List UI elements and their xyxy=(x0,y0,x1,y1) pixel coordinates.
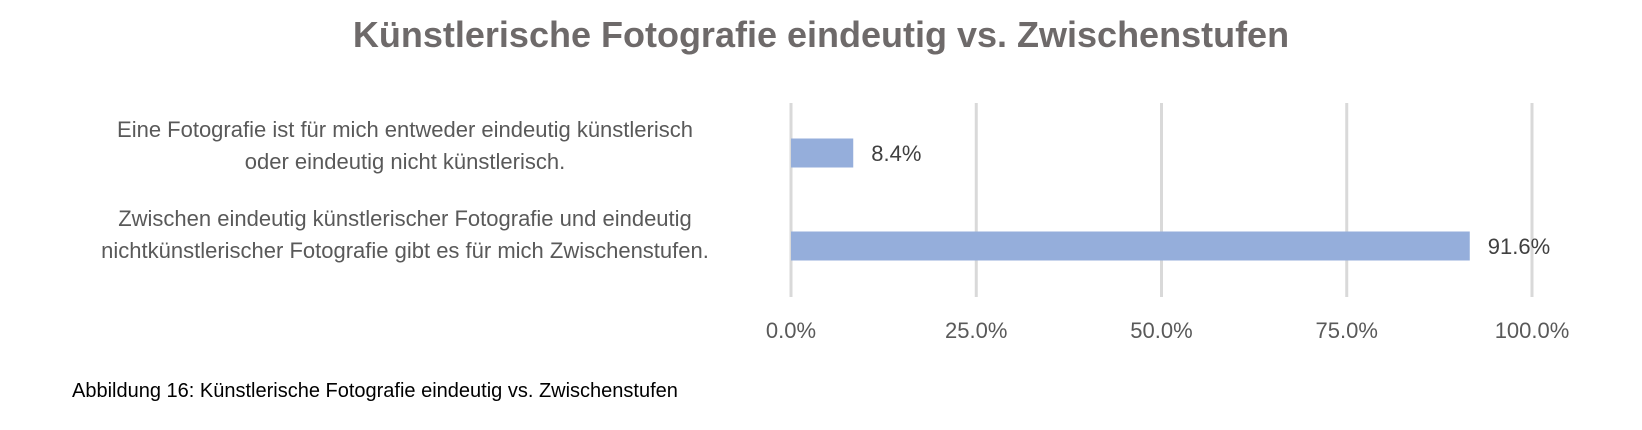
x-tick-label-0: 0.0% xyxy=(766,318,816,343)
x-tick-label-4: 100.0% xyxy=(1495,318,1570,343)
data-label-2: 91.6% xyxy=(1488,234,1550,259)
category-label-1: Eine Fotografie ist für mich entweder ei… xyxy=(40,114,770,178)
figure-caption: Abbildung 16: Künstlerische Fotografie e… xyxy=(72,380,678,402)
category-label-2-line-2: nichtkünstlerischer Fotografie gibt es f… xyxy=(101,238,709,263)
x-axis-ticks: 0.0% 25.0% 50.0% 75.0% 100.0% xyxy=(766,318,1569,343)
x-tick-label-1: 25.0% xyxy=(945,318,1007,343)
chart-title: Künstlerische Fotografie eindeutig vs. Z… xyxy=(352,14,1290,55)
gridlines xyxy=(789,103,1534,297)
bar-1 xyxy=(791,138,854,168)
data-label-1: 8.4% xyxy=(871,141,921,166)
data-labels: 8.4% 91.6% xyxy=(871,141,1550,259)
category-label-1-line-2: oder eindeutig nicht künstlerisch. xyxy=(244,149,566,174)
category-label-1-line-1: Eine Fotografie ist für mich entweder ei… xyxy=(117,117,693,142)
bars xyxy=(791,138,1470,261)
category-label-2-line-1: Zwischen eindeutig künstlerischer Fotogr… xyxy=(118,206,692,231)
x-tick-label-3: 75.0% xyxy=(1316,318,1378,343)
bar-2 xyxy=(791,231,1470,261)
category-label-2: Zwischen eindeutig künstlerischer Fotogr… xyxy=(40,203,770,267)
x-tick-label-2: 50.0% xyxy=(1130,318,1192,343)
